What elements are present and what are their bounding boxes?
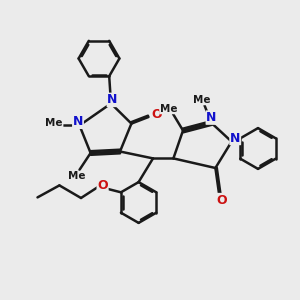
Text: N: N (230, 131, 240, 145)
Text: O: O (217, 194, 227, 207)
Text: Me: Me (68, 171, 85, 182)
Text: Me: Me (45, 118, 63, 128)
Text: Me: Me (193, 94, 210, 105)
Text: N: N (73, 115, 83, 128)
Text: Me: Me (160, 103, 177, 114)
Text: N: N (206, 111, 217, 124)
Text: O: O (97, 179, 108, 192)
Text: O: O (152, 107, 162, 121)
Text: N: N (107, 93, 118, 106)
